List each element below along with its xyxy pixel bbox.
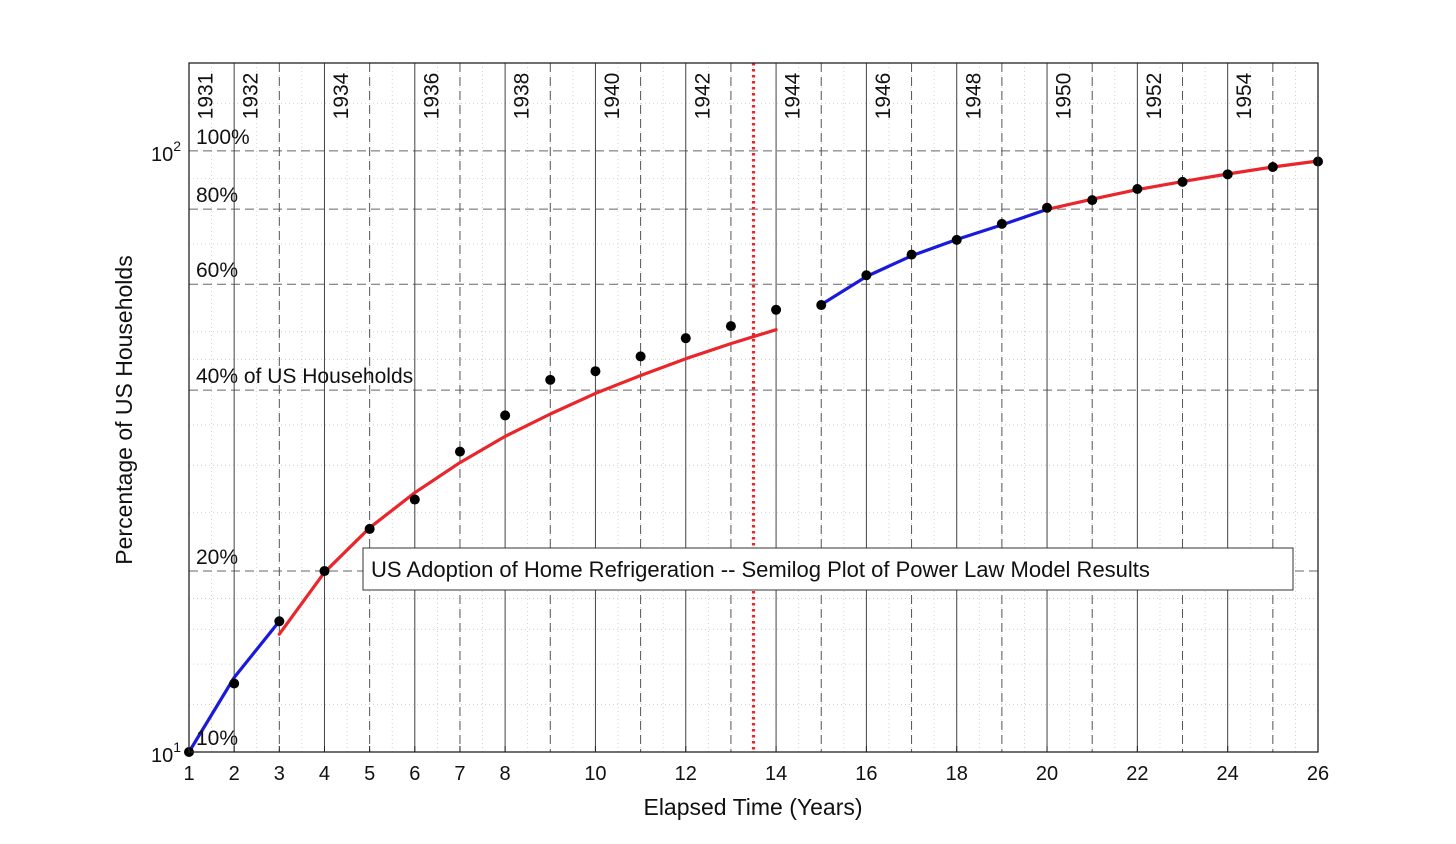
observed-points — [184, 156, 1323, 757]
x-tick-label: 8 — [500, 763, 511, 785]
data-point — [906, 249, 917, 260]
model-curve — [277, 328, 778, 636]
data-point — [1267, 161, 1278, 172]
x-tick-label: 5 — [364, 763, 375, 785]
model-curve — [819, 207, 1049, 307]
data-point — [545, 374, 556, 385]
year-label: 1944 — [782, 72, 805, 119]
data-point — [680, 333, 691, 344]
data-point — [409, 494, 420, 505]
plot-frame — [188, 62, 1319, 753]
chart-title-box: US Adoption of Home Refrigeration -- Sem… — [362, 547, 1294, 591]
data-point — [1177, 176, 1188, 187]
data-point — [816, 300, 827, 311]
percent-label: 20% — [196, 546, 238, 569]
chart-title-frame — [362, 547, 1294, 591]
year-label: 1948 — [962, 73, 985, 120]
x-tick-label: 7 — [454, 763, 465, 785]
x-tick-label: 6 — [409, 763, 420, 785]
percent-label: 10% — [196, 727, 238, 750]
percent-labels: 100% 80% 60% 40% of US Households 20% 10% — [196, 126, 413, 750]
year-label: 1946 — [872, 73, 895, 120]
x-tick-labels: 1 2 3 4 5 6 7 8 10 12 14 16 18 20 22 24 26 — [183, 746, 1329, 785]
data-point — [951, 234, 962, 245]
data-point — [1132, 184, 1143, 195]
y-tick-exponent: 1 — [173, 739, 181, 755]
year-labels: 1931 1932 1934 1936 1938 1940 1942 1944 1946 1948… — [195, 72, 1257, 119]
year-label: 1931 — [195, 73, 218, 120]
x-tick-label: 26 — [1307, 763, 1329, 785]
x-tick-label: 16 — [855, 763, 877, 785]
data-point — [725, 321, 736, 332]
x-tick-label: 2 — [229, 763, 240, 785]
x-tick-label: 4 — [319, 763, 330, 785]
x-tick-label: 12 — [675, 763, 697, 785]
data-point — [861, 270, 872, 281]
x-tick-label: 3 — [274, 763, 285, 785]
x-axis-label: Elapsed Time (Years) — [643, 794, 862, 820]
x-tick-label: 22 — [1126, 763, 1148, 785]
data-point — [364, 523, 375, 534]
x-tick-label: 20 — [1036, 763, 1058, 785]
model-curve — [187, 619, 281, 754]
data-point — [1087, 195, 1098, 206]
x-tick-label: 10 — [584, 763, 606, 785]
x-tick-label: 24 — [1217, 763, 1239, 785]
year-label: 1932 — [240, 73, 263, 120]
percent-label: 40% of US Households — [196, 365, 413, 388]
data-point — [996, 218, 1007, 229]
x-tick-label: 14 — [765, 763, 787, 785]
year-label: 1942 — [691, 73, 714, 120]
year-label: 1952 — [1143, 73, 1166, 120]
data-point — [500, 410, 511, 421]
y-tick-label: 102 — [151, 138, 181, 166]
year-label: 1940 — [601, 73, 624, 120]
data-point — [590, 366, 601, 377]
year-label: 1938 — [511, 73, 534, 120]
y-tick-base: 10 — [151, 745, 173, 767]
x-tick-label: 18 — [946, 763, 968, 785]
data-point — [229, 678, 240, 689]
percent-label: 80% — [196, 184, 238, 207]
year-label: 1950 — [1053, 73, 1076, 120]
y-tick-exponent: 2 — [173, 138, 181, 154]
year-label: 1934 — [330, 72, 353, 119]
data-point — [1222, 169, 1233, 180]
data-point — [319, 566, 330, 577]
data-point — [274, 616, 285, 627]
y-axis-label: Percentage of US Households — [111, 255, 137, 564]
y-tick-base: 10 — [151, 144, 173, 166]
percent-label: 100% — [196, 126, 250, 149]
data-point — [635, 351, 646, 362]
percent-label: 60% — [196, 259, 238, 282]
year-label: 1954 — [1233, 72, 1256, 119]
x-tick-label: 1 — [183, 763, 194, 785]
y-tick-label: 101 — [151, 739, 181, 767]
year-label: 1936 — [420, 73, 443, 120]
chart-title: US Adoption of Home Refrigeration -- Sem… — [371, 557, 1150, 582]
data-point — [771, 304, 782, 315]
data-point — [1042, 202, 1053, 213]
data-point — [454, 446, 465, 457]
